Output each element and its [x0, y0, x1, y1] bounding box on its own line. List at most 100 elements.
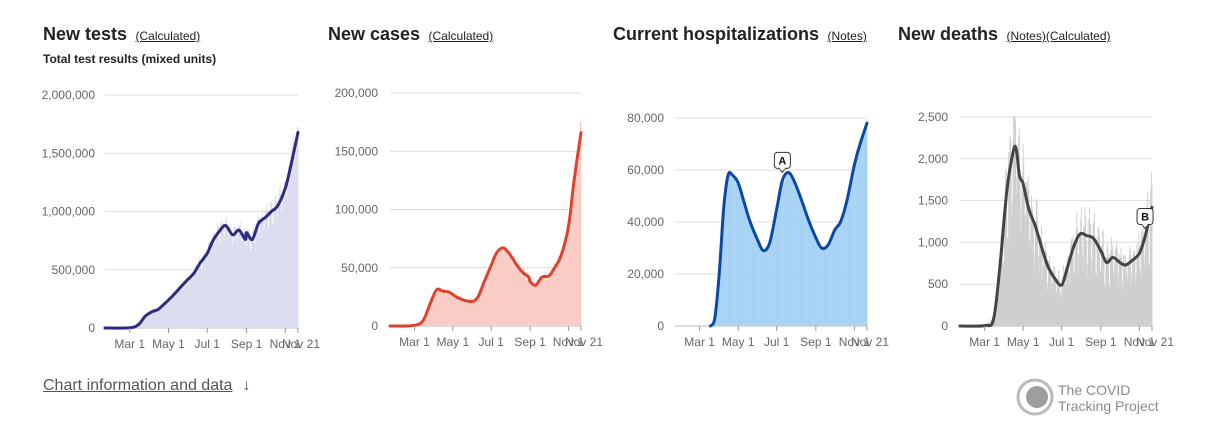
daily-bar [865, 126, 867, 327]
daily-bar [809, 220, 810, 326]
daily-bar [559, 257, 561, 326]
notes-link[interactable]: (Notes) [827, 29, 867, 43]
panel-title-row: Current hospitalizations (Notes) [613, 24, 867, 45]
daily-bar [463, 302, 464, 326]
daily-bar [1094, 245, 1096, 326]
daily-bar [862, 134, 864, 326]
daily-bar [1010, 165, 1012, 326]
daily-bar [1087, 263, 1089, 326]
daily-bar [1033, 252, 1035, 326]
daily-bar [194, 268, 196, 328]
daily-bar [1073, 272, 1075, 326]
y-tick-label: 1,000,000 [42, 205, 96, 219]
daily-bar [1088, 239, 1090, 326]
chart-information-link[interactable]: Chart information and data ↓ [43, 377, 250, 395]
daily-bar [1143, 240, 1145, 326]
daily-bar [1002, 267, 1004, 326]
daily-bar [1133, 250, 1135, 326]
daily-bar [1070, 245, 1071, 326]
daily-bar [743, 201, 745, 326]
daily-bar [1014, 117, 1016, 326]
daily-bar [249, 236, 251, 328]
daily-bar [817, 240, 819, 326]
daily-bar [500, 247, 502, 326]
daily-bar [805, 216, 807, 326]
daily-bar [864, 126, 866, 327]
daily-bar [261, 209, 263, 328]
annotation-marker[interactable]: B [1136, 208, 1154, 230]
daily-bar [1050, 274, 1052, 326]
daily-bar [1134, 258, 1136, 326]
daily-bar [494, 261, 496, 326]
daily-bar [564, 249, 566, 326]
daily-bar [222, 222, 223, 328]
notes-link[interactable]: (Notes) [1006, 29, 1046, 43]
daily-bar [1092, 224, 1094, 326]
daily-bar [776, 204, 778, 326]
daily-bar [503, 244, 505, 326]
average-line [958, 144, 1154, 328]
daily-bar [1100, 270, 1102, 326]
daily-bar [809, 223, 811, 326]
daily-bar [784, 180, 786, 326]
daily-bar [827, 244, 829, 326]
daily-bar [799, 193, 801, 326]
chart-current-hospitalizations: 0 20,000 40,000 60,000 80,000 Mar 1 May 1 Jul 1… [627, 111, 889, 349]
daily-bar [1053, 272, 1054, 326]
daily-bar [1131, 273, 1133, 326]
daily-bar [1023, 161, 1025, 326]
daily-bar [225, 216, 227, 328]
daily-bar [1049, 256, 1051, 326]
daily-bar [1067, 255, 1069, 326]
daily-bar [444, 291, 446, 326]
daily-bar [759, 243, 761, 326]
annotation-marker[interactable]: A [773, 151, 791, 174]
daily-bar [1085, 215, 1087, 326]
daily-bar [1022, 144, 1024, 326]
daily-bar [804, 207, 805, 326]
chart-new-tests: 0 500,000 1,000,000 1,500,000 2,000,000 Mar 1… [42, 88, 321, 351]
daily-bar [774, 217, 776, 326]
daily-bar [248, 229, 250, 328]
daily-bar [998, 289, 1000, 326]
calculated-link[interactable]: (Calculated) [135, 29, 201, 43]
calculated-link[interactable]: (Calculated) [428, 29, 494, 43]
daily-bar [159, 306, 161, 328]
daily-bar [232, 243, 234, 328]
daily-bar [264, 211, 266, 328]
daily-bar [491, 263, 493, 326]
daily-bar [1099, 271, 1101, 326]
daily-bar [1038, 273, 1040, 326]
daily-bar [571, 196, 573, 326]
daily-bar [1104, 285, 1106, 326]
daily-bar [261, 215, 263, 328]
daily-bar [841, 218, 843, 326]
daily-bar [577, 164, 579, 326]
daily-bar [150, 310, 152, 328]
daily-bar [826, 245, 828, 326]
daily-bar [800, 198, 802, 326]
daily-bar [779, 195, 781, 326]
daily-bar [800, 197, 802, 326]
covid-tracking-project-logo[interactable]: The COVID Tracking Project [1016, 377, 1186, 419]
daily-bar [774, 217, 776, 326]
daily-bar [572, 191, 574, 326]
daily-bar [747, 213, 749, 326]
daily-bar [1015, 176, 1017, 326]
daily-bar [1090, 271, 1092, 326]
daily-bar [1106, 242, 1108, 326]
daily-bar [185, 276, 187, 328]
daily-bar [1008, 152, 1010, 326]
daily-bar [761, 250, 763, 326]
y-tick-label: 40,000 [627, 215, 664, 229]
calculated-link[interactable]: (Calculated) [1045, 29, 1111, 43]
daily-bar [1044, 261, 1046, 326]
daily-bar [717, 287, 719, 326]
daily-bar [734, 177, 736, 326]
y-tick-label: 50,000 [341, 261, 378, 275]
daily-bar [561, 251, 563, 326]
daily-bar [163, 302, 165, 328]
daily-bar [522, 271, 524, 326]
daily-bar [857, 149, 859, 326]
daily-bar [206, 261, 208, 328]
